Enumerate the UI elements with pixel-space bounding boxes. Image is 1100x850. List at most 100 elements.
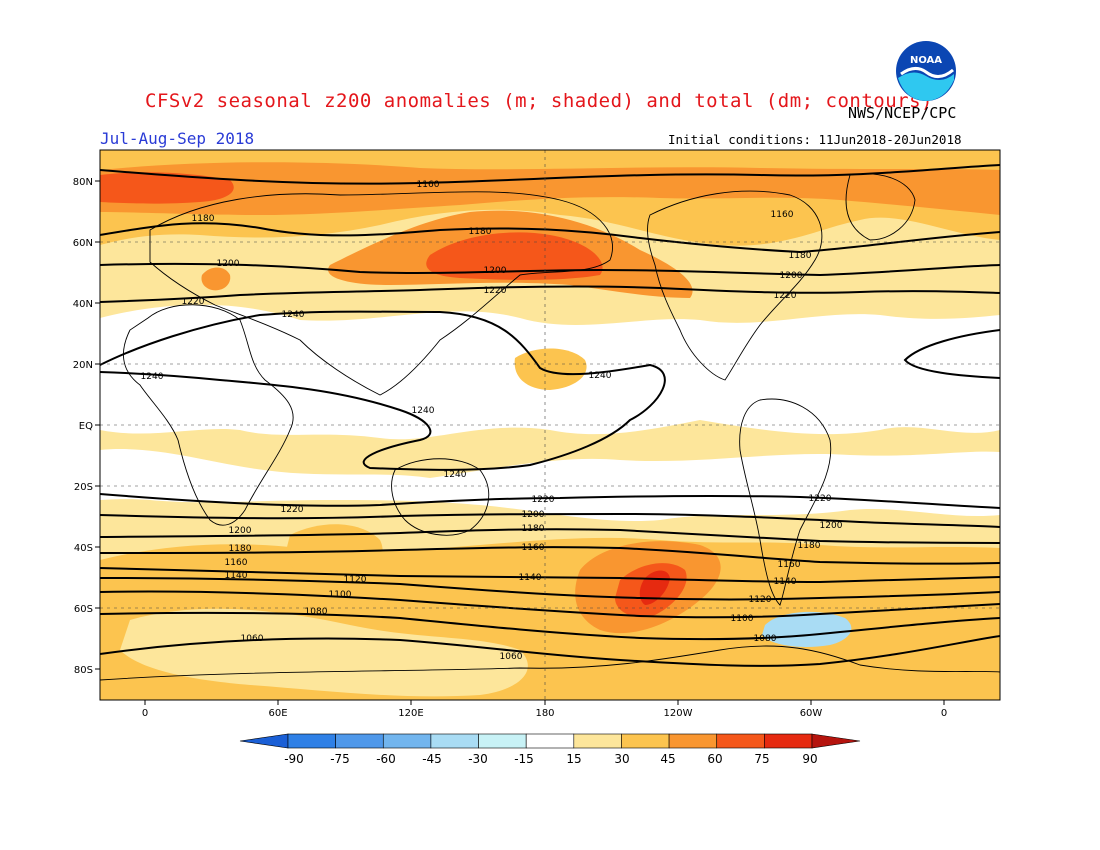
contour-label: 1220 <box>182 297 205 307</box>
lat-label: 20N <box>73 360 93 371</box>
contour-label: 1180 <box>229 544 252 554</box>
contour-label: 1220 <box>484 286 507 296</box>
contour-1180-north <box>100 222 1000 254</box>
figure-title: CFSv2 seasonal z200 anomalies (m; shaded… <box>145 90 933 112</box>
contour-1140-south <box>100 567 1000 584</box>
organization-label: NWS/NCEP/CPC <box>848 104 957 122</box>
colorbar-segment <box>764 733 813 749</box>
contour-label: 1100 <box>731 614 754 624</box>
contour-1120-south <box>100 577 1000 601</box>
colorbar-tick: -15 <box>514 752 534 766</box>
colorbar-tick: -60 <box>376 752 396 766</box>
contour-label: 1220 <box>281 505 304 515</box>
colorbar-segment <box>478 733 527 749</box>
colorbar-tick: 75 <box>754 752 770 766</box>
initial-conditions-label: Initial conditions: 11Jun2018-20Jun2018 <box>668 132 962 147</box>
contour-label: 1160 <box>417 180 440 190</box>
contour-label: 1220 <box>532 495 555 505</box>
axis-ticks <box>95 180 945 705</box>
contour-label: 1220 <box>809 494 832 504</box>
colorbar <box>239 733 861 749</box>
colorbar-tick: -75 <box>330 752 350 766</box>
anomaly-30-indian-ocean <box>285 524 383 585</box>
contour-label: 1060 <box>500 652 523 662</box>
contour-label: 1140 <box>225 571 248 581</box>
logo-text: NOAA <box>910 55 942 66</box>
coast-south-america <box>739 398 832 606</box>
contour-1240-north <box>100 310 666 471</box>
contour-label: 1200 <box>780 271 803 281</box>
lon-label: 0 <box>941 708 947 719</box>
contour-label: 1180 <box>798 541 821 551</box>
contour-label: 1200 <box>820 521 843 531</box>
lon-label: 120E <box>398 708 423 719</box>
contour-label: 1120 <box>344 575 367 585</box>
lon-label: 60W <box>800 708 823 719</box>
contour-label: 1100 <box>329 590 352 600</box>
contour-label: 1240 <box>589 371 612 381</box>
coast-antarctica <box>100 645 1000 681</box>
contour-1100-south <box>100 590 1000 619</box>
contour-label: 1200 <box>217 259 240 269</box>
contour-1200-north <box>100 262 1000 277</box>
coast-greenland <box>845 173 916 241</box>
lat-label: 20S <box>74 482 93 493</box>
lat-label: 80S <box>74 665 93 676</box>
lat-label: 60S <box>74 604 93 615</box>
coast-north-america <box>647 190 823 381</box>
contour-1200-south <box>100 512 1000 528</box>
contour-label: 1160 <box>522 543 545 553</box>
contour-label: 1180 <box>522 524 545 534</box>
colorbar-segment <box>335 733 384 749</box>
anomaly-60-north-pacific <box>426 232 603 280</box>
colorbar-tick: 30 <box>614 752 630 766</box>
colorbar-tick: -30 <box>468 752 488 766</box>
contour-1160-north <box>100 164 1000 185</box>
contour-label: 1220 <box>774 291 797 301</box>
colorbar-segment <box>811 733 861 749</box>
contour-label: 1080 <box>305 607 328 617</box>
contour-1220-north <box>100 285 1000 303</box>
contour-label: 1240 <box>282 310 305 320</box>
contour-label: 1080 <box>754 634 777 644</box>
contour-label: 1120 <box>749 595 772 605</box>
contour-1060-south <box>100 635 1000 667</box>
contour-1220-south <box>100 493 1000 509</box>
contour-label: 1160 <box>778 560 801 570</box>
contour-1180-south <box>100 528 1000 544</box>
lat-label: 40S <box>74 543 93 554</box>
contour-label: 1200 <box>522 510 545 520</box>
colorbar-tick: -90 <box>284 752 304 766</box>
anomaly-45-caspian <box>201 267 231 291</box>
lon-label: 60E <box>268 708 287 719</box>
lat-label: EQ <box>79 421 93 432</box>
coast-eurasia <box>149 191 613 396</box>
lon-label: 0 <box>142 708 148 719</box>
lon-label: 180 <box>535 708 554 719</box>
contour-label: 1140 <box>519 573 542 583</box>
contour-1160-south <box>100 546 1000 565</box>
contour-label: 1060 <box>241 634 264 644</box>
contour-label: 1180 <box>192 214 215 224</box>
contour-labels: 1160 1180 1200 1220 1240 1180 1200 1220 … <box>141 180 843 662</box>
contour-1240-east <box>903 329 1000 379</box>
colorbar-segment <box>525 733 575 749</box>
contour-label: 1160 <box>225 558 248 568</box>
lat-labels: 80N 60N 40N 20N EQ 20S 40S 60S 80S <box>73 177 93 676</box>
contour-label: 1140 <box>774 577 797 587</box>
anomaly-negative-antarctic <box>762 611 852 647</box>
colorbar-tick: -45 <box>422 752 442 766</box>
contour-label: 1200 <box>484 266 507 276</box>
coast-africa <box>123 304 294 526</box>
colorbar-segment <box>430 733 479 749</box>
lon-labels: 0 60E 120E 180 120W 60W 0 <box>142 708 947 719</box>
contour-label: 1180 <box>469 227 492 237</box>
colorbar-tick: 60 <box>707 752 723 766</box>
lat-label: 60N <box>73 238 93 249</box>
colorbar-segment <box>382 733 432 749</box>
lon-label: 120W <box>664 708 693 719</box>
lat-label: 80N <box>73 177 93 188</box>
contour-1080-south <box>100 611 1000 641</box>
contour-label: 1240 <box>412 406 435 416</box>
